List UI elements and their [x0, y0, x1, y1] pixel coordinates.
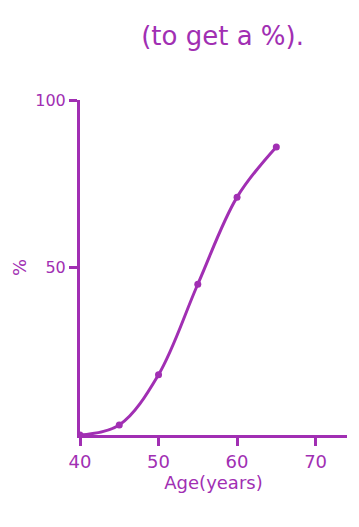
svg-text:(to get a %).: (to get a %).	[141, 21, 304, 51]
svg-text:70: 70	[304, 451, 327, 472]
svg-text:Age(years): Age(years)	[164, 472, 262, 493]
svg-text:%: %	[9, 259, 30, 276]
svg-text:40: 40	[69, 451, 92, 472]
svg-text:50: 50	[147, 451, 170, 472]
svg-text:60: 60	[226, 451, 249, 472]
svg-text:100: 100	[35, 91, 66, 110]
svg-text:50: 50	[45, 258, 65, 277]
